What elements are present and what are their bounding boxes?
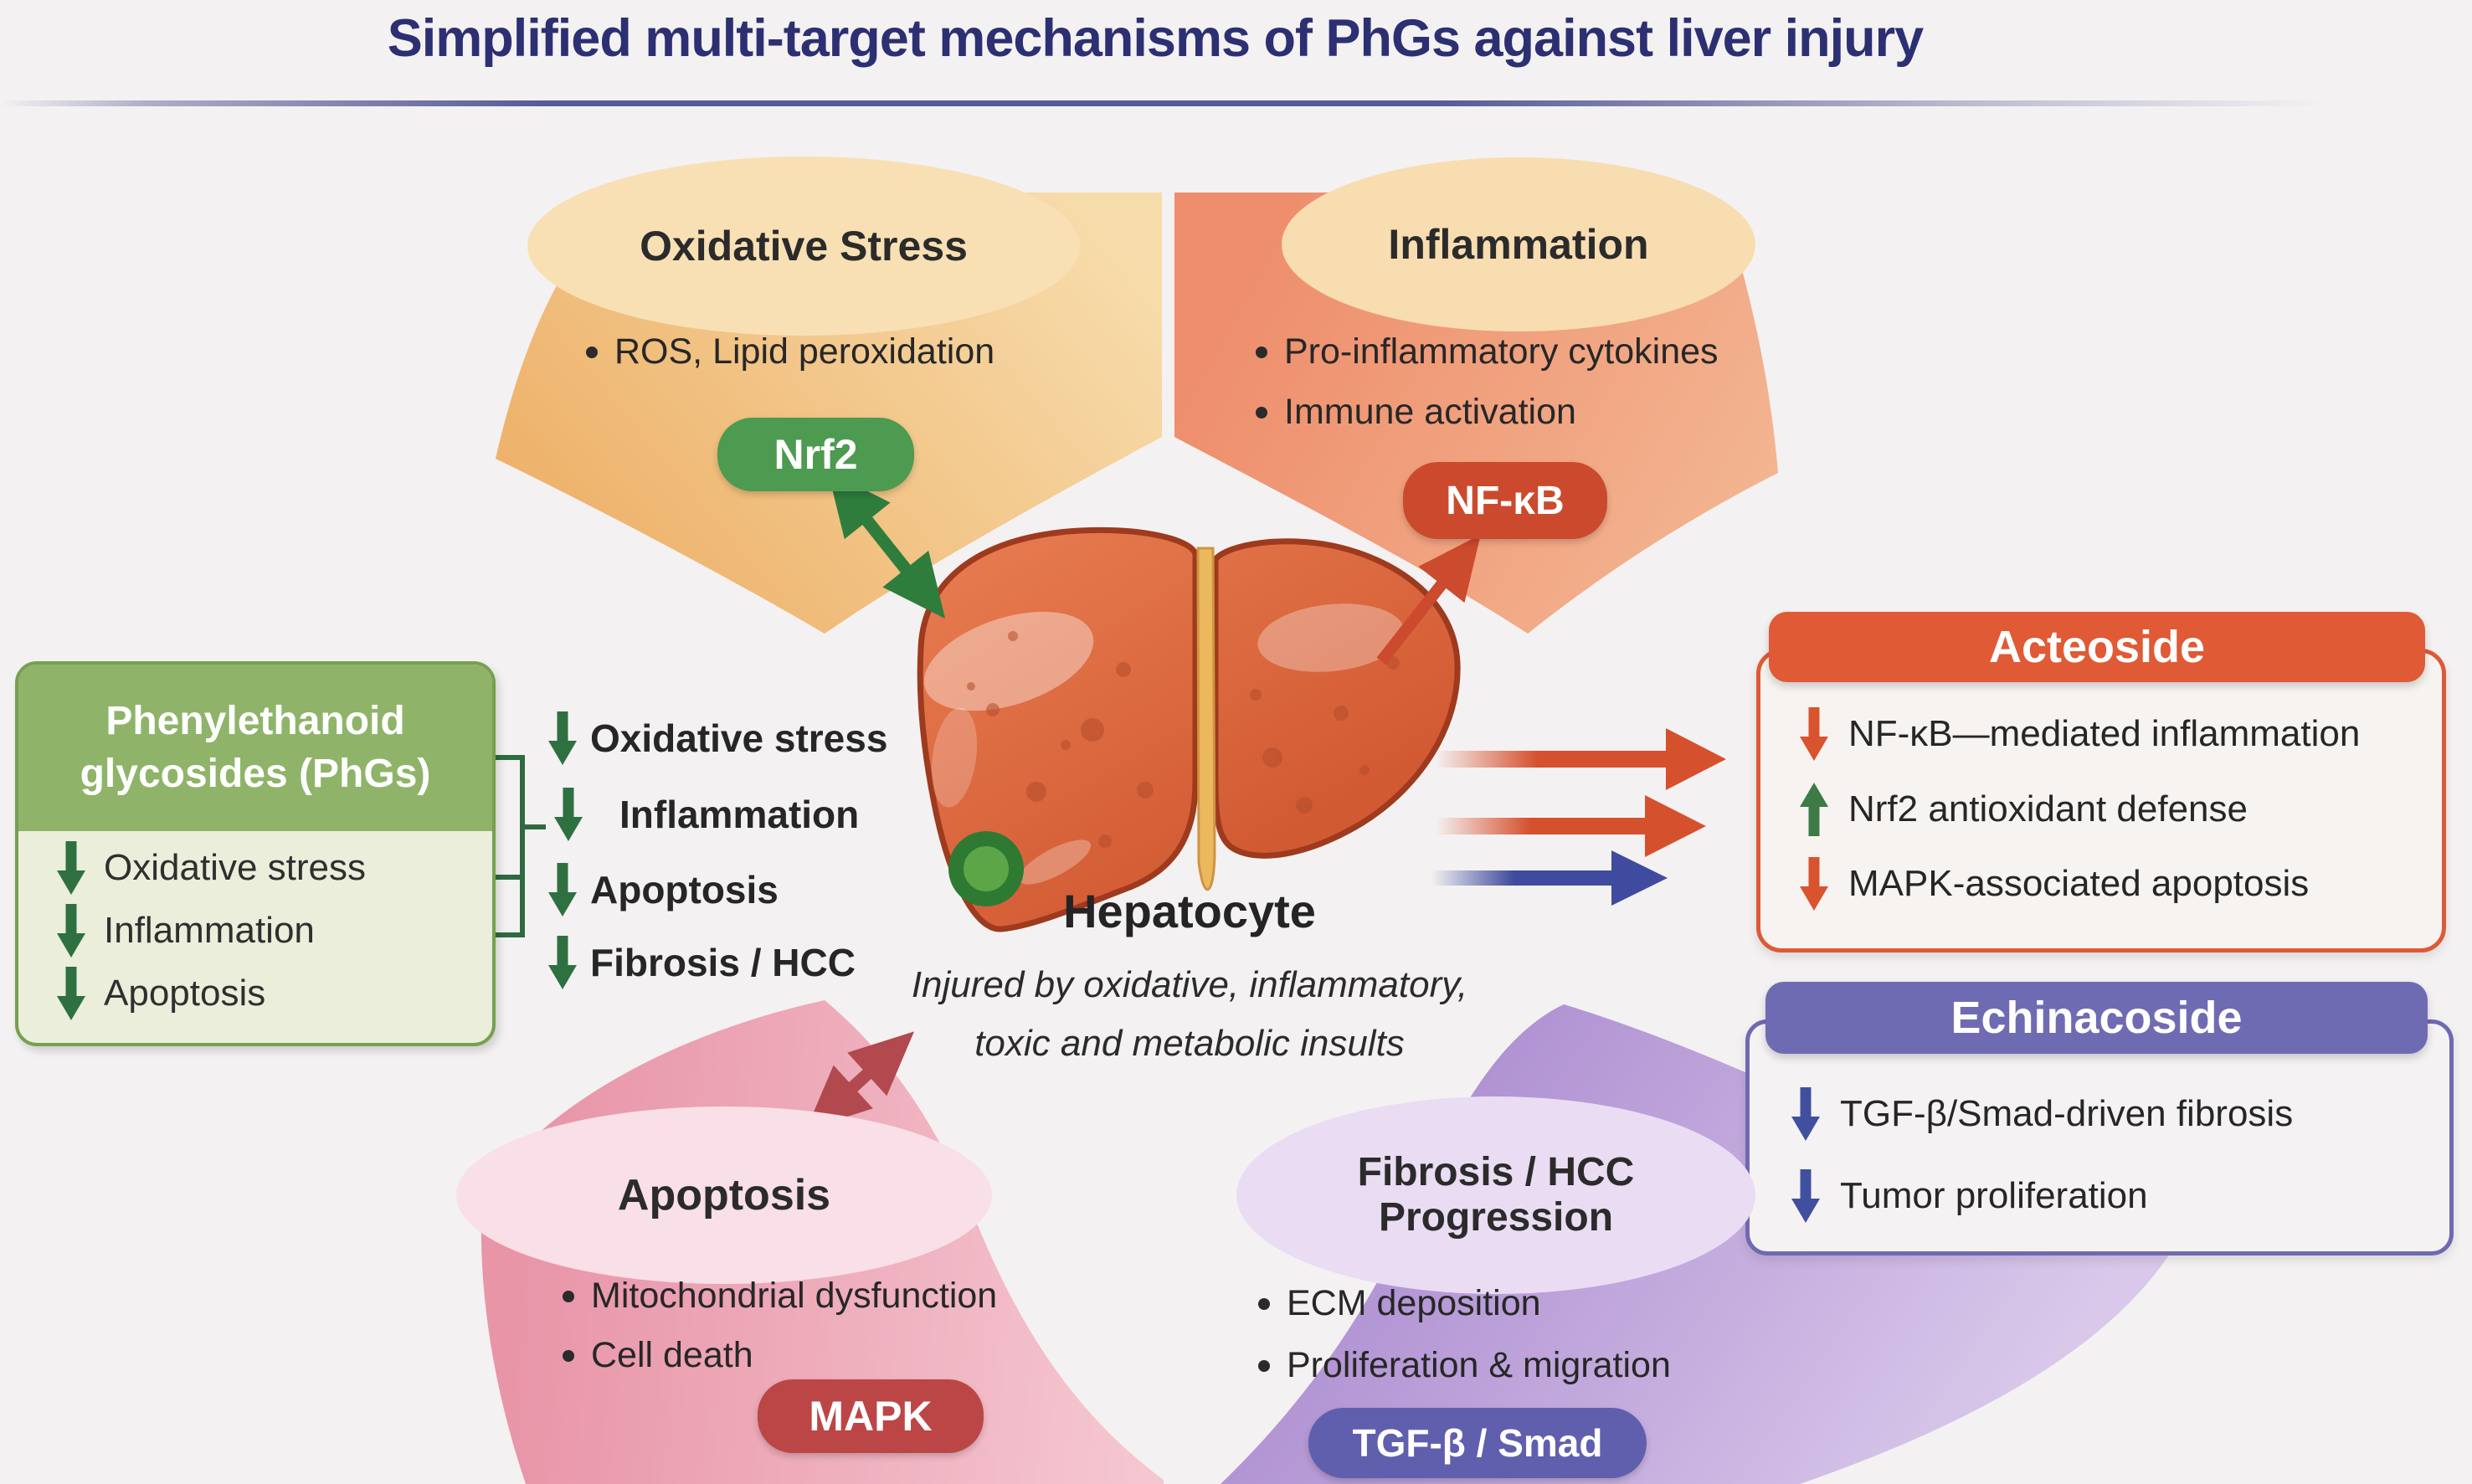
fibrosis-ellipse: Fibrosis / HCC Progression: [1236, 1096, 1755, 1294]
hepatocyte-subtitle-line2: toxic and metabolic insults: [974, 1023, 1405, 1064]
apoptosis-bullet-2: Cell death: [563, 1335, 753, 1376]
title-divider: [0, 100, 2472, 106]
apoptosis-title: Apoptosis: [617, 1170, 831, 1220]
inflammation-bullet-2: Immune activation: [1256, 392, 1576, 433]
phgs-connector-bracket: [492, 755, 546, 937]
nrf2-liver-double-arrow: [827, 470, 946, 619]
falciform-ligament: [1196, 547, 1216, 891]
down-arrow-icon: [1791, 1169, 1820, 1223]
echinacoside-arrow: [1431, 850, 1668, 906]
echinacoside-item-2: Tumor proliferation: [1791, 1169, 2148, 1223]
hepatocyte-subtitle-line1: Injured by oxidative, inflammatory,: [911, 964, 1468, 1005]
fibrosis-bullet-2: Proliferation & migration: [1258, 1345, 1671, 1386]
echinacoside-box: [1745, 1019, 2454, 1255]
hepatocyte-label: Hepatocyte: [1063, 885, 1316, 937]
apoptosis-bullet-1: Mitochondrial dysfunction: [563, 1276, 997, 1317]
acteoside-arrow-1: [1436, 728, 1726, 790]
down-arrow-icon: [1791, 1087, 1820, 1141]
fibrosis-title-line1: Fibrosis / HCC: [1357, 1150, 1635, 1195]
down-arrow-icon: [548, 863, 577, 917]
phgs-item-inflammation: Inflammation: [57, 904, 315, 958]
down-arrow-icon: [57, 904, 85, 958]
effect-inflammation: Inflammation: [554, 788, 859, 841]
down-arrow-icon: [1800, 857, 1828, 911]
liver-nfkb-arrow: [1376, 534, 1481, 665]
bullet-dot: [1258, 1297, 1270, 1310]
effect-oxidative-stress: Oxidative stress: [548, 711, 887, 765]
tgfb-smad-pill: TGF-β / Smad: [1308, 1408, 1647, 1478]
acteoside-box: [1756, 649, 2446, 953]
fibrosis-title-line2: Progression: [1378, 1195, 1614, 1240]
effect-apoptosis: Apoptosis: [548, 863, 779, 917]
fibrosis-bullet-1: ECM deposition: [1258, 1283, 1541, 1324]
down-arrow-icon: [57, 967, 85, 1020]
phgs-item-apoptosis: Apoptosis: [57, 967, 265, 1020]
acteoside-item-1: NF-κB—mediated inflammation: [1800, 707, 2360, 761]
mapk-pill: MAPK: [758, 1379, 984, 1453]
nfkb-pill: NF-κB: [1403, 462, 1607, 539]
liver-illustration: [917, 526, 1461, 932]
phgs-box: Phenylethanoid glycosides (PhGs) Oxidati…: [15, 661, 496, 1046]
bullet-dot: [1258, 1359, 1270, 1372]
liver-apoptosis-double-arrow: [806, 1031, 914, 1130]
oxidative-stress-title: Oxidative Stress: [640, 223, 968, 270]
echinacoside-item-1: TGF-β/Smad-driven fibrosis: [1791, 1087, 2293, 1141]
acteoside-arrow-2: [1436, 795, 1706, 857]
up-arrow-icon: [1800, 783, 1828, 836]
figure-title: Simplified multi-target mechanisms of Ph…: [387, 9, 1924, 68]
bullet-dot: [563, 1349, 574, 1362]
echinacoside-header: Echinacoside: [1765, 982, 2428, 1054]
nrf2-pill: Nrf2: [717, 418, 914, 491]
down-arrow-icon: [548, 711, 577, 765]
inflammation-title: Inflammation: [1388, 221, 1649, 268]
acteoside-header: Acteoside: [1769, 612, 2425, 682]
inflammation-bullet-1: Pro-inflammatory cytokines: [1256, 331, 1719, 372]
bullet-dot: [586, 346, 598, 358]
apoptosis-ellipse: Apoptosis: [456, 1107, 992, 1284]
acteoside-item-2: Nrf2 antioxidant defense: [1800, 783, 2248, 836]
bullet-dot: [563, 1290, 574, 1302]
down-arrow-icon: [1800, 707, 1828, 761]
inflammation-ellipse: Inflammation: [1282, 157, 1755, 331]
gallbladder: [948, 831, 1024, 906]
bullet-dot: [1256, 346, 1267, 358]
oxidative-stress-ellipse: Oxidative Stress: [527, 157, 1080, 336]
effect-fibrosis-hcc: Fibrosis / HCC: [548, 936, 856, 989]
bullet-dot: [1256, 406, 1267, 418]
oxidative-stress-bullet: ROS, Lipid peroxidation: [586, 331, 994, 372]
phgs-box-header: Phenylethanoid glycosides (PhGs): [18, 665, 492, 831]
down-arrow-icon: [57, 841, 85, 895]
down-arrow-icon: [554, 788, 583, 841]
phgs-item-oxidative-stress: Oxidative stress: [57, 841, 366, 895]
acteoside-item-3: MAPK-associated apoptosis: [1800, 857, 2309, 911]
down-arrow-icon: [548, 936, 577, 989]
